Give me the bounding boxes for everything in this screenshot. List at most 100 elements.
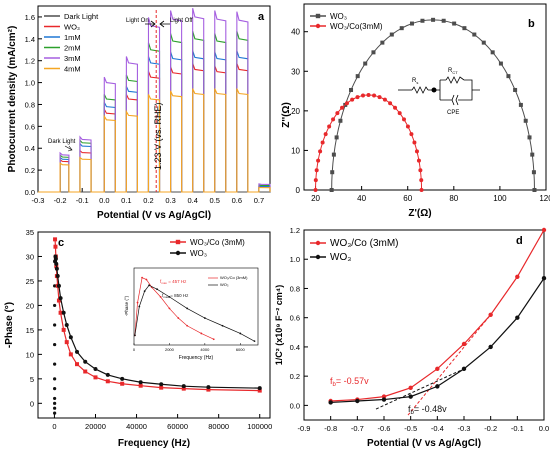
legend-label: 2mM xyxy=(64,44,81,53)
inset-point xyxy=(203,317,206,319)
y-tick-label: 10 xyxy=(291,146,300,155)
data-point xyxy=(328,400,333,405)
x-tick-label: -0.1 xyxy=(76,196,89,205)
data-point xyxy=(541,276,547,281)
data-point xyxy=(541,227,547,233)
data-point xyxy=(93,367,98,372)
data-point xyxy=(532,188,537,192)
data-point xyxy=(314,168,319,173)
data-point xyxy=(83,369,88,374)
data-point xyxy=(58,296,63,301)
legend-marker xyxy=(315,23,321,29)
data-point xyxy=(318,149,323,154)
y-tick-label: 15 xyxy=(26,326,34,335)
panel-a-xlabel: Potential (V vs Ag/AgCl) xyxy=(97,210,211,221)
data-point xyxy=(435,384,440,389)
panel-c-ylabel: -Phase (°) xyxy=(4,302,15,348)
x-tick-label: -0.8 xyxy=(324,424,337,433)
data-point xyxy=(83,359,88,364)
data-point xyxy=(498,61,503,66)
low-freq-point xyxy=(53,406,57,410)
data-point xyxy=(409,132,414,137)
y-tick-label: 30 xyxy=(26,252,34,261)
data-point xyxy=(138,383,143,388)
x-tick-label: 0.5 xyxy=(210,196,220,205)
inset-point xyxy=(136,301,139,304)
x-tick-label: 0 xyxy=(52,422,56,431)
panel-c-xlabel: Frequency (Hz) xyxy=(118,438,190,449)
inset-point xyxy=(212,338,215,341)
y-tick-label: 1.6 xyxy=(25,13,35,22)
data-point xyxy=(488,344,493,350)
x-tick-label: -0.6 xyxy=(378,424,391,433)
panel-d-legend: WO₃/Co (3mM) WO₃ xyxy=(310,238,399,263)
x-tick-label: 20000 xyxy=(85,422,106,431)
data-point xyxy=(472,32,477,37)
data-point xyxy=(181,384,186,389)
x-tick-label: -0.2 xyxy=(54,196,67,205)
x-tick-label: 40000 xyxy=(126,422,147,431)
data-point xyxy=(105,372,110,377)
data-point xyxy=(56,298,61,303)
data-point xyxy=(372,93,377,98)
data-point xyxy=(441,18,446,23)
data-point xyxy=(120,376,125,381)
inset-point xyxy=(133,334,136,337)
data-point xyxy=(64,340,69,345)
x-tick-label: 60 xyxy=(403,194,412,203)
series-line xyxy=(331,19,535,191)
data-point xyxy=(414,149,419,154)
y-tick-label: 0 xyxy=(296,186,301,195)
data-point xyxy=(206,387,211,392)
inset-point xyxy=(168,307,171,310)
panel-b: Z''(Ω) Z'(Ω) b 20 40 60 80 100 120 0 10 20 30 40 W… xyxy=(281,3,550,219)
panel-a-dark-light-ann: Dark Light xyxy=(48,139,76,145)
y-tick-label: 0.0 xyxy=(290,401,300,410)
data-point xyxy=(355,398,360,404)
data-point xyxy=(338,118,343,123)
legend-label: WO₃ xyxy=(190,249,207,258)
data-point xyxy=(54,266,59,271)
inset-point xyxy=(141,276,143,279)
x-tick-label: 0.7 xyxy=(254,196,264,205)
panel-a: Photocurrent density (mA/cm²) Potential … xyxy=(7,5,271,221)
data-point xyxy=(399,26,404,31)
y-tick-label: 0.2 xyxy=(25,166,35,175)
inset-point xyxy=(239,332,242,335)
low-freq-point xyxy=(53,411,57,415)
data-point xyxy=(518,102,523,107)
legend-label: 4mM xyxy=(64,65,81,74)
x-tick-label: 100000 xyxy=(247,422,272,431)
data-point xyxy=(490,50,495,55)
y-tick-label: 0.8 xyxy=(290,284,300,293)
dark-light-arrow xyxy=(64,145,73,152)
panel-b-frame xyxy=(303,3,547,191)
data-point xyxy=(53,244,58,249)
y-tick-label: 40 xyxy=(291,28,300,37)
legend-label: WO₃ xyxy=(64,23,80,32)
low-freq-point xyxy=(53,303,57,308)
data-point xyxy=(388,101,393,106)
inset-point xyxy=(159,295,162,298)
data-point xyxy=(138,380,143,385)
x-tick-label: -0.1 xyxy=(511,424,524,433)
y-tick-label: 0.2 xyxy=(290,372,300,381)
data-point xyxy=(257,388,262,393)
legend-label: WO₃/Co (3mM) xyxy=(330,238,399,249)
data-point xyxy=(68,352,73,357)
fb-black-label: fb= -0.48v xyxy=(408,404,447,416)
data-point xyxy=(75,362,80,367)
inset-point xyxy=(177,317,180,319)
data-point xyxy=(488,312,493,317)
y-tick-label: 25 xyxy=(26,277,34,286)
inset-point xyxy=(168,295,171,298)
inset-x-tick-label: 6000 xyxy=(236,347,246,352)
extrapolation-line xyxy=(375,368,465,410)
fb-red-label: fb= -0.57v xyxy=(330,376,369,388)
data-point xyxy=(461,341,467,347)
data-point xyxy=(331,152,336,157)
data-point xyxy=(452,21,457,26)
data-point xyxy=(68,335,73,340)
data-point xyxy=(371,50,376,55)
